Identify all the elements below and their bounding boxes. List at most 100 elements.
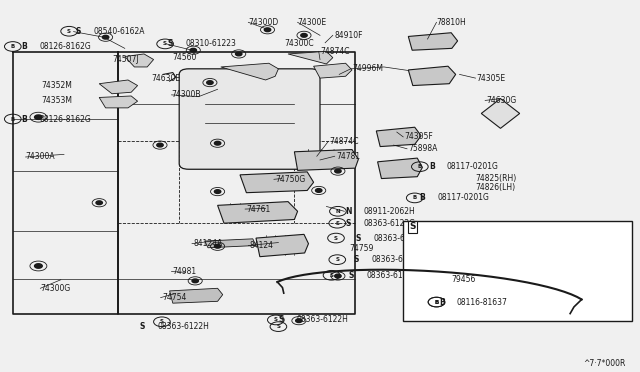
Text: 08911-2062H: 08911-2062H xyxy=(364,207,415,216)
Text: 74981: 74981 xyxy=(173,267,197,276)
Polygon shape xyxy=(378,158,422,179)
Text: S: S xyxy=(330,273,333,278)
Circle shape xyxy=(214,141,221,145)
Circle shape xyxy=(214,190,221,193)
Polygon shape xyxy=(170,288,223,303)
Text: 08126-8162G: 08126-8162G xyxy=(39,42,91,51)
Text: 08363-61257: 08363-61257 xyxy=(373,234,424,243)
Text: S: S xyxy=(160,319,164,324)
Circle shape xyxy=(264,28,271,32)
Polygon shape xyxy=(205,239,256,248)
Polygon shape xyxy=(125,54,154,67)
Text: S: S xyxy=(355,234,360,243)
Text: 08310-61223: 08310-61223 xyxy=(186,39,236,48)
Text: 74300G: 74300G xyxy=(40,284,70,293)
Text: S: S xyxy=(274,317,278,323)
Text: 74874C: 74874C xyxy=(320,47,349,56)
Text: 74874C: 74874C xyxy=(330,137,359,146)
Text: ^7·7*000R: ^7·7*000R xyxy=(584,359,626,368)
Text: 74300A: 74300A xyxy=(26,153,55,161)
Text: S: S xyxy=(76,27,81,36)
Text: 74754: 74754 xyxy=(162,293,186,302)
Text: S: S xyxy=(278,315,284,324)
Circle shape xyxy=(316,189,322,192)
Polygon shape xyxy=(288,51,333,64)
Text: B: B xyxy=(21,42,27,51)
Polygon shape xyxy=(99,80,138,94)
Circle shape xyxy=(301,33,307,37)
Text: B: B xyxy=(11,44,15,49)
Circle shape xyxy=(192,279,198,283)
Text: S: S xyxy=(349,271,354,280)
Text: 08117-0201G: 08117-0201G xyxy=(447,162,499,171)
Text: N: N xyxy=(335,209,340,214)
Text: 78810H: 78810H xyxy=(436,18,466,27)
Text: 74630G: 74630G xyxy=(486,96,516,105)
Polygon shape xyxy=(99,96,138,108)
Polygon shape xyxy=(221,63,278,80)
Text: 08363-6122H: 08363-6122H xyxy=(371,255,423,264)
Text: 79456: 79456 xyxy=(451,275,476,284)
Text: B: B xyxy=(11,116,15,122)
Text: S: S xyxy=(163,41,167,46)
Text: 74781: 74781 xyxy=(336,152,360,161)
Text: S: S xyxy=(67,29,71,34)
Text: 74300D: 74300D xyxy=(248,18,278,27)
Circle shape xyxy=(35,115,42,119)
Text: 74300C: 74300C xyxy=(285,39,314,48)
Text: 74300E: 74300E xyxy=(298,18,327,27)
Text: 84124A: 84124A xyxy=(193,239,223,248)
Text: 08363-6122G: 08363-6122G xyxy=(364,219,415,228)
Polygon shape xyxy=(376,127,421,147)
Text: B: B xyxy=(429,162,435,171)
Polygon shape xyxy=(408,33,458,50)
Text: S: S xyxy=(140,322,145,331)
Text: 74507J: 74507J xyxy=(112,55,139,64)
Text: S: S xyxy=(334,235,338,241)
Text: S: S xyxy=(410,222,416,231)
Text: 74826(LH): 74826(LH) xyxy=(475,183,515,192)
Circle shape xyxy=(296,319,302,323)
FancyBboxPatch shape xyxy=(179,69,320,169)
Circle shape xyxy=(335,169,341,173)
Polygon shape xyxy=(240,172,314,193)
Text: 74761: 74761 xyxy=(246,205,271,214)
Text: 74996M: 74996M xyxy=(352,64,383,73)
Text: 08126-8162G: 08126-8162G xyxy=(39,115,91,124)
Polygon shape xyxy=(408,66,456,86)
Text: 74300B: 74300B xyxy=(172,90,201,99)
Text: B: B xyxy=(413,195,417,201)
Polygon shape xyxy=(218,202,298,223)
Circle shape xyxy=(96,201,102,205)
Text: 74305E: 74305E xyxy=(477,74,506,83)
Text: B: B xyxy=(435,299,438,305)
Text: 84910F: 84910F xyxy=(334,31,363,40)
Text: S: S xyxy=(276,324,280,329)
Text: 08116-81637: 08116-81637 xyxy=(457,298,508,307)
Text: 74759: 74759 xyxy=(349,244,374,253)
Polygon shape xyxy=(481,99,520,128)
Polygon shape xyxy=(294,150,358,170)
Text: 74352M: 74352M xyxy=(42,81,72,90)
Text: 74305F: 74305F xyxy=(404,132,433,141)
Text: 74825(RH): 74825(RH) xyxy=(475,174,516,183)
Text: B: B xyxy=(21,115,27,124)
Text: 08363-6122H: 08363-6122H xyxy=(157,322,209,331)
Circle shape xyxy=(214,244,221,248)
Text: 84124: 84124 xyxy=(250,241,274,250)
Bar xyxy=(403,221,632,321)
Text: 74750G: 74750G xyxy=(275,175,305,184)
Circle shape xyxy=(35,264,42,268)
Text: 08540-6162A: 08540-6162A xyxy=(93,27,145,36)
Text: 74560: 74560 xyxy=(173,53,197,62)
Text: B: B xyxy=(419,193,425,202)
Text: 08363-6122H: 08363-6122H xyxy=(296,315,348,324)
Circle shape xyxy=(207,81,213,84)
Text: 74630E: 74630E xyxy=(152,74,181,83)
Circle shape xyxy=(102,35,109,39)
Text: B: B xyxy=(439,298,445,307)
Text: S: S xyxy=(346,219,351,228)
Text: S: S xyxy=(335,221,339,226)
Text: S: S xyxy=(335,257,339,262)
Text: B: B xyxy=(435,299,438,305)
